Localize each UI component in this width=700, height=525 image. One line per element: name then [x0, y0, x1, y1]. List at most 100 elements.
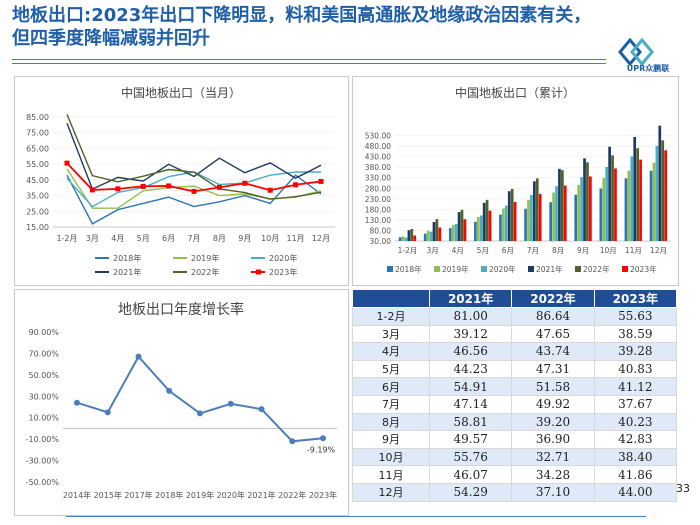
bar-2019年	[527, 199, 530, 241]
legend-label: 2022年	[583, 264, 610, 274]
x-tick-label: 2022年	[278, 490, 306, 500]
table-cell: 46.07	[428, 465, 513, 484]
legend-label: 2020年	[269, 253, 297, 263]
bar-2020年	[555, 186, 558, 241]
y-tick-label: -30.00%	[26, 457, 60, 466]
y-tick-label: 70.00%	[28, 349, 59, 358]
data-point	[258, 406, 265, 413]
table-cell: 58.81	[428, 412, 513, 432]
y-tick-label: 10.00%	[28, 414, 59, 423]
data-point	[293, 182, 299, 188]
bar-2022年	[586, 162, 589, 241]
data-point	[89, 187, 95, 193]
bar-2019年	[577, 184, 581, 241]
x-tick-label: 5月	[137, 234, 150, 243]
x-tick-label: 2019年	[186, 490, 214, 500]
table-cell: 42.83	[593, 430, 678, 449]
bar-2023年	[488, 210, 492, 241]
bar-2019年	[502, 208, 505, 241]
bar-2022年	[435, 219, 439, 241]
data-point	[166, 387, 173, 394]
table-header: 2023年	[593, 289, 678, 308]
y-tick-label: 280.00	[365, 184, 391, 193]
table-header	[352, 289, 430, 308]
x-tick-label: 1-2月	[398, 246, 418, 255]
chart-title: 中国地板出口（当月）	[121, 85, 241, 100]
x-tick-label: 10月	[600, 246, 617, 255]
bar-2021年	[407, 230, 411, 241]
bar-2023年	[664, 150, 668, 241]
bar-2018年	[398, 237, 402, 241]
table-cell: 40.23	[593, 412, 678, 432]
data-point	[74, 399, 80, 406]
bar-2023年	[563, 185, 567, 241]
x-tick-label: 2015年	[94, 490, 122, 500]
table-cell: 39.28	[593, 342, 678, 361]
data-point	[135, 353, 142, 360]
table-cell: 38.40	[593, 447, 678, 467]
x-tick-label: 7月	[187, 234, 200, 243]
y-tick-label: 30.00%	[28, 392, 59, 401]
bar-2022年	[410, 228, 414, 241]
legend-swatch	[481, 266, 487, 272]
bar-2023年	[589, 176, 592, 241]
table-cell: 49.57	[428, 430, 513, 449]
bar-2018年	[624, 178, 628, 241]
x-tick-label: 2021年	[247, 490, 275, 500]
table-row: 4月 46.56 43.74 39.28	[352, 342, 678, 361]
footer-rule	[66, 516, 646, 517]
legend-label: 2021年	[113, 267, 141, 277]
data-point	[216, 184, 222, 190]
x-tick-label: 2018年	[155, 490, 183, 500]
monthly-export-panel: 中国地板出口（当月） 85.00 75.00 65.00 55.00 45.00 35.00…	[14, 76, 349, 286]
bar-2018年	[448, 228, 452, 241]
data-point	[320, 435, 326, 442]
legend-marker	[256, 269, 261, 275]
y-tick-label: 430.00	[365, 153, 391, 162]
y-tick-label: 50.00%	[28, 371, 59, 380]
table-cell: 38.59	[593, 324, 678, 344]
x-tick-label: 5月	[477, 246, 489, 255]
bar-2020年	[404, 237, 408, 241]
legend-swatch	[575, 266, 581, 272]
y-tick-label: 480.00	[365, 142, 391, 151]
bar-2022年	[510, 188, 514, 241]
x-tick-label: 2017年	[124, 490, 152, 500]
legend-label: 2022年	[191, 267, 219, 277]
table-row-label: 9月	[352, 430, 430, 449]
table-cell: 55.63	[593, 307, 678, 326]
y-tick-label: 65.00	[26, 144, 49, 153]
table-row: 9月 49.57 36.90 42.83	[352, 430, 678, 449]
legend-swatch	[622, 266, 628, 272]
y-tick-label: 15.00	[26, 223, 49, 232]
bar-2018年	[499, 214, 502, 241]
table-cell: 40.83	[593, 359, 678, 379]
data-point	[140, 183, 146, 189]
bar-2018年	[549, 202, 553, 241]
bar-2021年	[608, 146, 611, 241]
chart-title: 地板出口年度增长率	[118, 301, 244, 318]
table-row: 12月 54.29 37.10 44.00	[352, 482, 678, 502]
data-point	[267, 187, 273, 193]
table-cell: 54.91	[428, 377, 513, 396]
table-row-label: 5月	[352, 359, 430, 379]
bar-2022年	[611, 155, 614, 241]
table-header-row: 2021年 2022年 2023年	[352, 289, 678, 308]
legend-swatch	[528, 266, 534, 272]
table-row-label: 12月	[352, 482, 430, 502]
bar-2020年	[580, 177, 583, 241]
bar-2021年	[457, 212, 461, 241]
bar-2019年	[401, 236, 405, 241]
table-row-label: 7月	[352, 394, 430, 414]
x-tick-label: 12月	[650, 246, 667, 255]
table-row: 11月 46.07 34.28 41.86	[352, 465, 678, 484]
page-number: 33	[676, 482, 690, 495]
bar-2023年	[614, 168, 617, 241]
data-point	[115, 186, 121, 192]
bar-2021年	[533, 181, 536, 241]
y-tick-label: 25.00	[26, 207, 49, 216]
table-row-label: 1-2月	[352, 307, 430, 326]
legend-label: 2018年	[113, 253, 141, 263]
bar-2021年	[658, 125, 662, 241]
